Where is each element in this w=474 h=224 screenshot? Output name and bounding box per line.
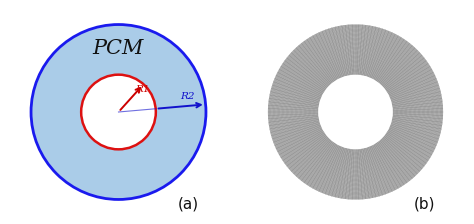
Circle shape <box>31 25 206 199</box>
Text: (b): (b) <box>414 196 436 211</box>
Text: R1: R1 <box>136 84 150 94</box>
Circle shape <box>268 25 443 199</box>
Text: R2: R2 <box>180 93 195 101</box>
Circle shape <box>81 75 156 149</box>
Circle shape <box>318 75 393 149</box>
Text: PCM: PCM <box>93 39 144 58</box>
Text: (a): (a) <box>177 196 199 211</box>
